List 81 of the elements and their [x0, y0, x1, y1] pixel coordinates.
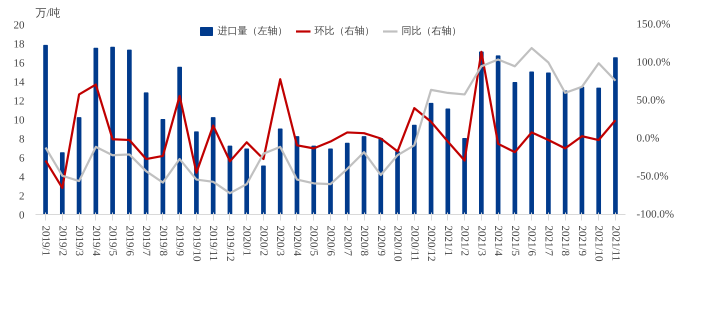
x-tick-label: 2021/4 [492, 226, 504, 257]
bar [395, 151, 400, 214]
x-tick-label: 2019/8 [156, 226, 169, 257]
x-tick-label: 2020/9 [374, 226, 387, 257]
y-tick-label: 8 [19, 134, 25, 146]
x-tick-label: 2020/6 [324, 226, 336, 257]
bar [278, 128, 283, 214]
y2-tick-label: -100.0% [636, 208, 674, 220]
bar [93, 48, 98, 214]
y2-tick-label: 150.0% [636, 18, 670, 30]
bar [127, 50, 132, 214]
x-tick-label: 2019/11 [207, 226, 220, 262]
y2-tick-label: 50.0% [636, 94, 665, 106]
bar [580, 86, 584, 214]
x-tick-label: 2020/12 [425, 226, 438, 262]
x-tick-label: 2021/1 [442, 226, 454, 256]
x-tick-label: 2020/8 [358, 226, 370, 257]
x-tick-label: 2020/3 [274, 226, 286, 257]
y2-tick-label: -50.0% [636, 170, 669, 182]
x-tick-label: 2019/7 [140, 226, 152, 257]
x-tick-label: 2020/10 [392, 226, 404, 262]
y-tick-label: 6 [19, 152, 25, 164]
legend-label: 环比（右轴） [314, 24, 374, 38]
x-tick-label: 2021/7 [542, 226, 554, 257]
bar [428, 102, 434, 214]
y-tick-label: 2 [19, 190, 24, 202]
bar [76, 117, 82, 214]
x-tick-label: 2019/2 [56, 226, 68, 256]
x-tick-label: 2021/2 [458, 226, 471, 256]
y-tick-label: 18 [14, 38, 25, 50]
bar [110, 46, 115, 214]
x-tick-label: 2019/1 [40, 226, 52, 256]
bar [228, 146, 232, 214]
bar [43, 44, 48, 214]
bar [362, 136, 366, 214]
bar [562, 90, 568, 214]
y-tick-label: 20 [14, 20, 25, 32]
bar [496, 55, 500, 214]
x-tick-label: 2020/4 [290, 226, 303, 257]
bar [144, 92, 148, 214]
x-tick-label: 2021/8 [559, 226, 572, 257]
y-tick-label: 0 [19, 210, 25, 222]
x-tick-label: 2021/3 [475, 226, 488, 257]
y2-tick-label: 100.0% [636, 56, 670, 68]
bar [244, 148, 250, 214]
x-tick-label: 2020/11 [408, 226, 420, 262]
bar [529, 72, 534, 214]
x-tick-label: 2021/5 [508, 226, 521, 257]
x-tick-label: 2019/12 [224, 226, 236, 262]
legend-label: 同比（右轴） [402, 24, 462, 38]
x-tick-label: 2019/5 [106, 226, 119, 257]
y-tick-label: 16 [14, 58, 25, 70]
x-tick-label: 2019/3 [73, 226, 86, 257]
bar [546, 72, 551, 214]
x-tick-label: 2020/2 [257, 226, 270, 256]
y-tick-label: 4 [19, 172, 25, 184]
bar [261, 166, 266, 214]
y-tick-label: 12 [14, 96, 24, 108]
y-tick-label: 14 [14, 76, 25, 88]
x-tick-label: 2021/6 [526, 226, 538, 257]
x-tick-label: 2019/9 [174, 226, 186, 257]
bar [412, 124, 417, 214]
x-tick-label: 2019/6 [123, 226, 136, 257]
x-tick-label: 2020/1 [240, 226, 253, 256]
bar [613, 57, 618, 214]
bar [512, 82, 518, 214]
x-tick-label: 2019/4 [90, 226, 102, 257]
x-tick-label: 2020/7 [341, 226, 354, 257]
x-tick-label: 2021/10 [592, 226, 605, 262]
y2-tick-label: 0.0% [636, 132, 660, 144]
bar [344, 142, 350, 214]
bar [328, 148, 333, 214]
legend-label: 进口量（左轴） [218, 24, 288, 38]
bar [445, 108, 450, 214]
y-axis-title: 万/吨 [36, 6, 61, 20]
x-tick-label: 2021/9 [576, 226, 588, 257]
x-tick-label: 2020/5 [308, 226, 320, 257]
x-tick-label: 2019/10 [190, 226, 202, 262]
x-tick-label: 2021/11 [609, 226, 622, 262]
bar [596, 88, 602, 214]
y-tick-label: 10 [14, 114, 25, 126]
